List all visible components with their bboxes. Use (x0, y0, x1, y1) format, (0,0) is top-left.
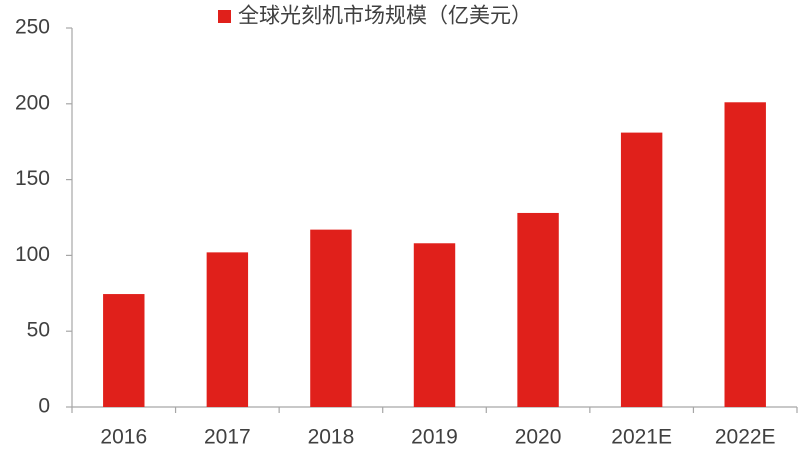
x-tick-label: 2022E (715, 426, 776, 449)
y-tick-label: 250 (15, 16, 50, 39)
y-tick-label: 150 (15, 167, 50, 190)
legend-swatch (218, 10, 231, 23)
bar (413, 243, 456, 407)
x-tick-label: 2016 (100, 426, 147, 449)
x-tick-label: 2021E (611, 426, 672, 449)
bar (206, 252, 249, 407)
y-tick-label: 200 (15, 91, 50, 114)
bar (310, 229, 352, 407)
bar (517, 212, 559, 407)
x-tick-label: 2017 (204, 426, 251, 449)
bar (103, 294, 145, 407)
y-tick-label: 100 (15, 243, 50, 266)
legend: 全球光刻机市场规模（亿美元） (218, 5, 532, 28)
y-tick-label: 0 (38, 395, 50, 418)
x-tick-label: 2018 (308, 426, 355, 449)
legend-label: 全球光刻机市场规模（亿美元） (238, 5, 532, 28)
bar (724, 102, 766, 407)
y-tick-label: 50 (27, 319, 50, 342)
x-tick-label: 2020 (515, 426, 562, 449)
x-tick-label: 2019 (411, 426, 458, 449)
bar (620, 132, 663, 407)
